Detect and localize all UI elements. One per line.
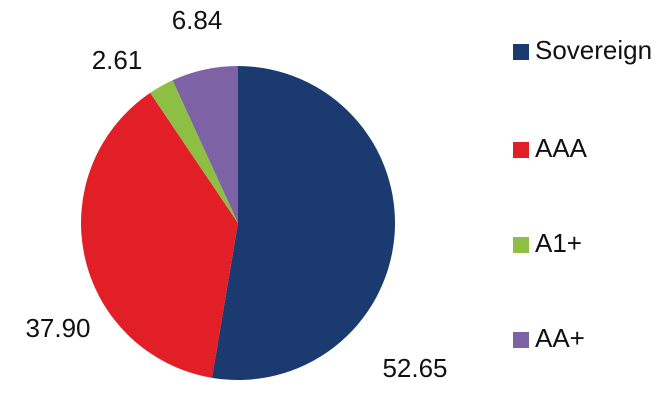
legend-swatch [513,44,529,60]
legend-swatch [513,237,529,253]
pie: 52.65 37.90 2.61 6.84 [25,5,447,383]
legend: Sovereign AAA A1+ AA+ [513,35,652,353]
legend-swatch [513,332,529,348]
pie-slice [211,66,395,380]
pie-slice [172,66,238,223]
legend-label: Sovereign [535,35,652,65]
pie-slice [150,80,238,224]
pie-slice [80,92,238,378]
data-label: 2.61 [92,45,143,75]
data-label: 52.65 [382,353,447,383]
legend-label: A1+ [535,228,582,258]
data-label: 37.90 [25,313,90,343]
legend-label: AAA [535,133,588,163]
data-label: 6.84 [172,5,223,35]
legend-label: AA+ [535,323,585,353]
legend-swatch [513,142,529,158]
